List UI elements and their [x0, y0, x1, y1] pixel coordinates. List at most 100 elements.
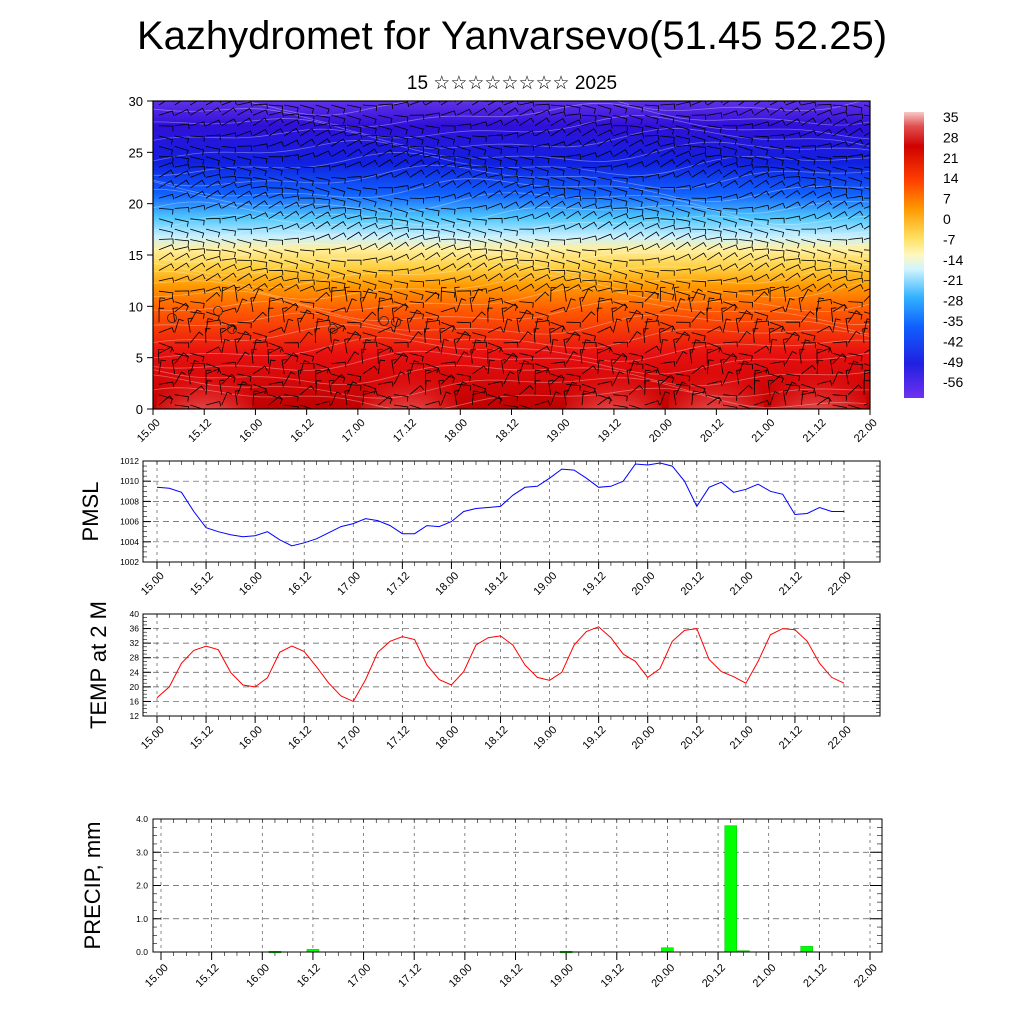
wind-barb: [425, 218, 440, 228]
wind-barb: [754, 228, 769, 239]
wind-barb: [769, 373, 784, 384]
wind-barb: [221, 132, 237, 138]
wind-barb: [659, 339, 668, 354]
wind-barb: [566, 139, 582, 147]
wind-barb: [425, 146, 440, 154]
wind-barb: [754, 218, 769, 226]
wind-barb: [519, 156, 534, 165]
wind-barb: [628, 311, 644, 320]
wind-barb: [816, 297, 825, 312]
wind-barb: [393, 197, 409, 206]
wind-barb: [425, 291, 440, 302]
wind-barb: [268, 259, 283, 269]
isoline: [153, 151, 870, 176]
wind-barb: [268, 193, 284, 199]
wind-barb: [785, 166, 800, 176]
wind-barb: [832, 353, 847, 364]
wind-barb: [268, 118, 284, 127]
wind-barb: [268, 249, 283, 259]
wind-barb: [331, 177, 346, 184]
wind-barb: [660, 197, 675, 207]
wind-barb: [237, 273, 253, 282]
wind-barb: [299, 249, 315, 257]
wind-barb: [425, 154, 441, 160]
wind-barb: [801, 273, 817, 282]
wind-barb: [644, 140, 660, 147]
wind-barb: [425, 279, 441, 285]
wind-barb: [393, 253, 410, 261]
xtick-label: 21.12: [777, 570, 805, 598]
wind-barb: [816, 394, 831, 405]
wind-barb: [487, 256, 504, 262]
wind-barb: [816, 177, 832, 186]
wind-barb: [644, 369, 660, 375]
wind-barb: [189, 360, 200, 375]
wind-barb: [409, 360, 420, 375]
heatmap-xtick-label: 15.12: [186, 417, 214, 445]
precip-xtick-label: 16.12: [295, 962, 323, 990]
wind-barb: [550, 391, 561, 406]
isoline: [153, 139, 870, 162]
heatmap-xtick-label: 19.12: [596, 417, 624, 445]
wind-barb: [378, 187, 393, 193]
wind-barb: [174, 301, 189, 311]
wind-barb: [628, 208, 644, 215]
wind-barb: [628, 114, 643, 125]
wind-barb: [456, 239, 472, 246]
wind-barb: [284, 394, 299, 402]
wind-barb: [628, 259, 644, 266]
wind-barb: [597, 287, 613, 293]
wind-barb: [566, 249, 581, 258]
wind-barb: [782, 338, 789, 354]
wind-barb: [738, 170, 754, 178]
wind-barb: [612, 371, 624, 385]
wind-barb: [754, 345, 770, 354]
wind-barb: [299, 301, 315, 309]
wind-barb: [848, 277, 864, 284]
wind-barb: [267, 349, 274, 364]
ytick-label: 1006: [120, 517, 139, 527]
precip-ytick-label: 3.0: [136, 847, 148, 857]
wind-barb: [472, 107, 488, 116]
wind-barb: [439, 328, 445, 343]
wind-barb: [221, 156, 236, 166]
wind-barb: [722, 208, 738, 215]
wind-barb: [252, 383, 267, 394]
wind-barb: [691, 342, 707, 348]
wind-barb: [832, 259, 847, 269]
wind-barb: [534, 318, 543, 333]
temp-2m-ylabel: TEMP at 2 M: [86, 601, 111, 729]
wind-barb: [738, 309, 751, 323]
wind-barb: [158, 135, 173, 145]
wind-barb: [550, 321, 565, 332]
wind-barb: [158, 218, 173, 228]
wind-barb: [848, 210, 864, 220]
wind-barb: [801, 108, 817, 116]
wind-barb: [440, 162, 457, 168]
wind-barb: [362, 311, 377, 323]
wind-barb: [299, 385, 315, 396]
wind-barb: [472, 248, 488, 254]
wind-barb: [785, 249, 800, 258]
wind-barb: [221, 373, 236, 383]
colorbar-label: -35: [943, 313, 963, 329]
xtick-label: 17.12: [384, 570, 412, 598]
wind-barb: [409, 208, 424, 218]
wind-barb: [832, 166, 847, 176]
wind-barb: [221, 118, 237, 127]
wind-barb: [722, 301, 737, 312]
wind-barb: [299, 120, 316, 127]
wind-barb: [566, 284, 582, 292]
wind-barb: [470, 348, 476, 364]
wind-barb: [503, 181, 519, 189]
wind-barb: [503, 166, 518, 176]
wind-barb: [440, 180, 456, 189]
wind-barb: [675, 373, 691, 382]
wind-barb: [613, 177, 628, 184]
wind-barb: [848, 384, 863, 395]
wind-barb: [190, 156, 205, 165]
panel-frame: [142, 460, 881, 563]
wind-barb: [816, 226, 832, 233]
wind-barb: [221, 263, 237, 271]
wind-barb: [393, 158, 409, 168]
